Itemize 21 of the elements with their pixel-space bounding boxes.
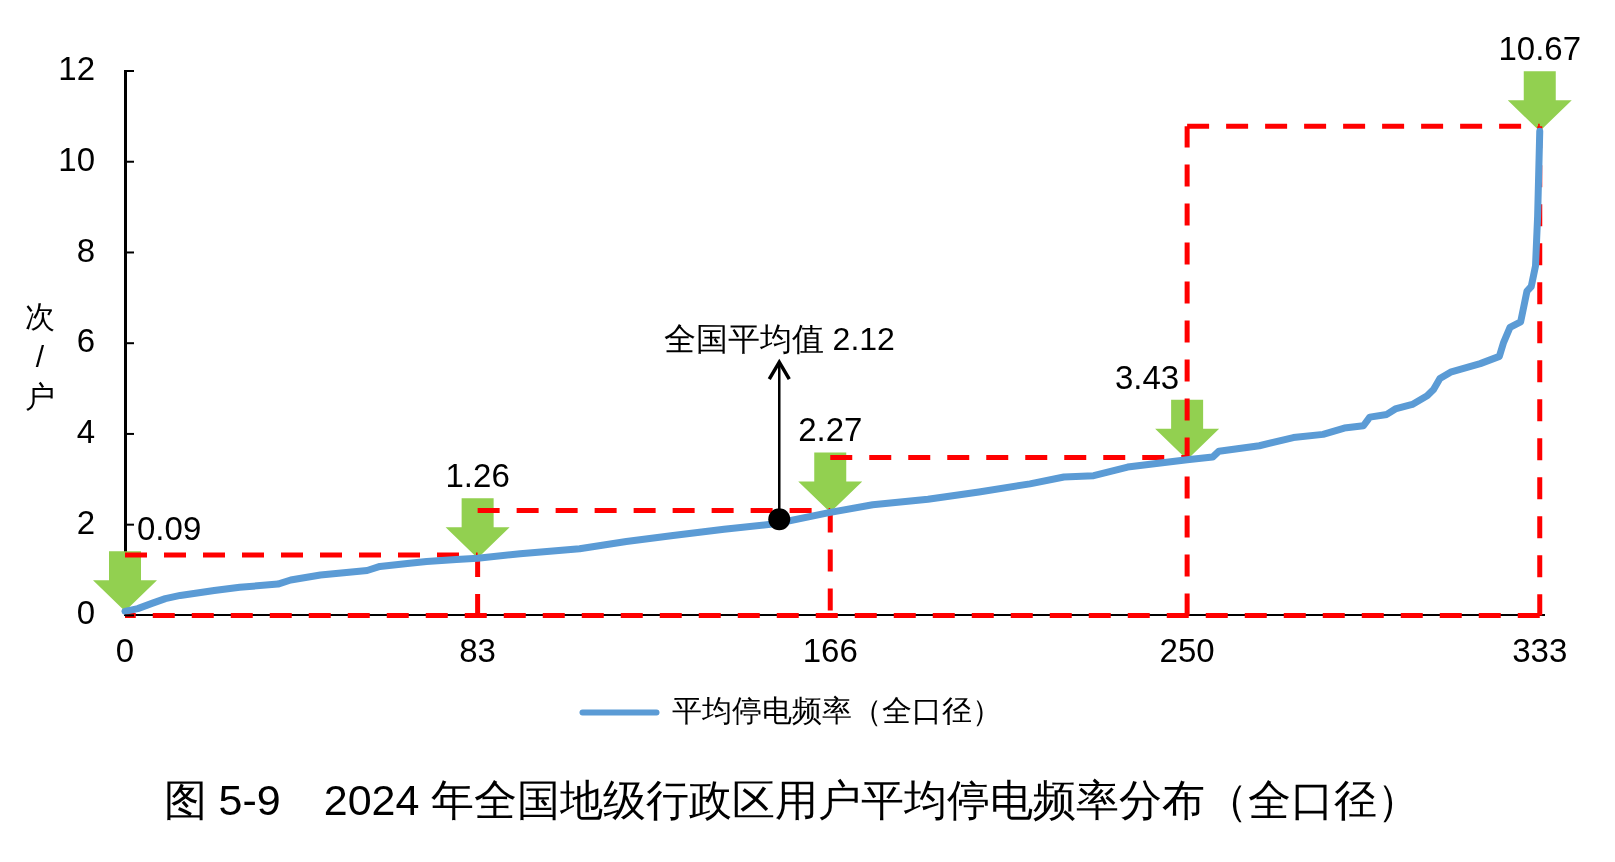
annotation: 0.09 (137, 510, 202, 548)
annotation: 全国平均值 2.12 (663, 321, 895, 358)
y-tick-label: 4 (76, 413, 95, 451)
legend-label: 平均停电频率（全口径） (671, 693, 1002, 727)
x-tick-label: 166 (802, 632, 858, 670)
annotation: 3.43 (1114, 358, 1180, 396)
x-tick-label: 250 (1159, 632, 1215, 670)
annotation: 2.27 (798, 411, 863, 449)
x-tick-label: 0 (115, 632, 135, 670)
annotation: 1.26 (445, 457, 510, 495)
y-tick-label: 8 (76, 231, 95, 269)
y-tick-label: 6 (76, 322, 95, 360)
y-axis-title: 次/户 (24, 299, 56, 415)
y-tick-label: 0 (76, 594, 95, 632)
x-tick-label: 333 (1512, 632, 1568, 670)
annotation: 10.67 (1498, 30, 1582, 68)
y-tick-label: 2 (76, 503, 95, 541)
y-tick-label: 12 (58, 50, 95, 88)
x-tick-label: 83 (459, 632, 496, 670)
text: 图 5-9 2024 年全国地级行政区用户平均停电频率分布（全口径） (163, 776, 1421, 825)
y-tick-label: 10 (58, 140, 95, 178)
